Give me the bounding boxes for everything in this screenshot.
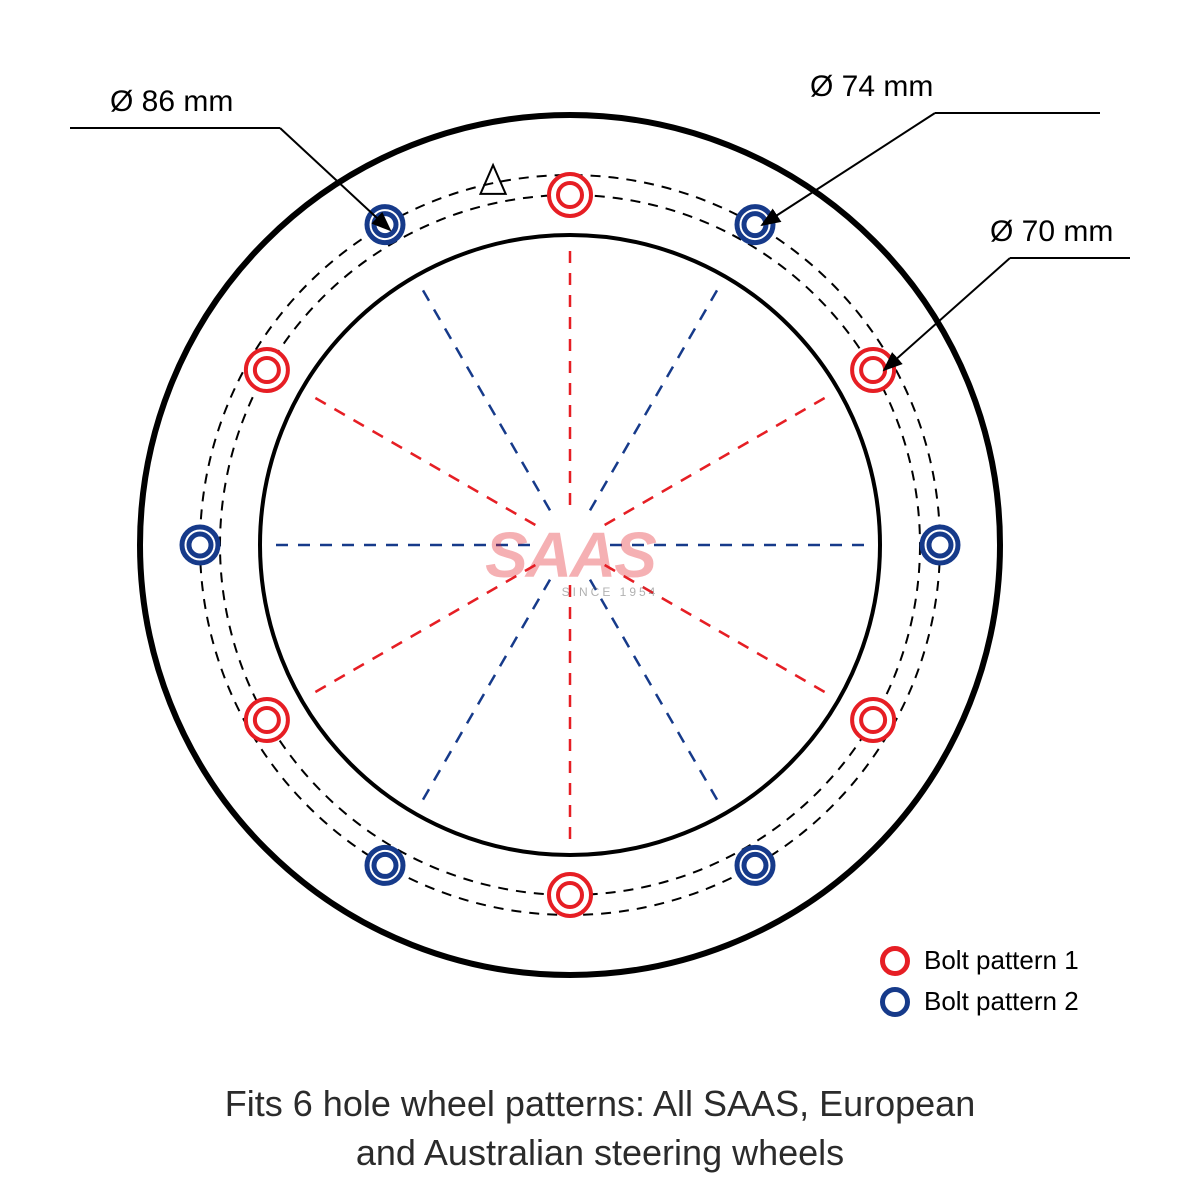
legend-row-2: Bolt pattern 2 xyxy=(880,986,1079,1017)
legend-row-1: Bolt pattern 1 xyxy=(880,945,1079,976)
watermark-subtext: SINCE 1954 xyxy=(562,585,659,599)
caption: Fits 6 hole wheel patterns: All SAAS, Eu… xyxy=(0,1080,1200,1177)
legend-label-1: Bolt pattern 1 xyxy=(924,945,1079,976)
dim-label-d74: Ø 74 mm xyxy=(810,70,933,104)
caption-line-2: and Australian steering wheels xyxy=(356,1132,844,1173)
dim-label-d70: Ø 70 mm xyxy=(990,215,1113,249)
legend: Bolt pattern 1 Bolt pattern 2 xyxy=(880,945,1079,1027)
dim-label-d86: Ø 86 mm xyxy=(110,85,233,119)
diagram-root: Ø 86 mm Ø 74 mm Ø 70 mm SAAS SINCE 1954 … xyxy=(0,0,1200,1200)
caption-line-1: Fits 6 hole wheel patterns: All SAAS, Eu… xyxy=(225,1083,975,1124)
legend-label-2: Bolt pattern 2 xyxy=(924,986,1079,1017)
legend-swatch-1 xyxy=(880,946,910,976)
legend-swatch-2 xyxy=(880,987,910,1017)
